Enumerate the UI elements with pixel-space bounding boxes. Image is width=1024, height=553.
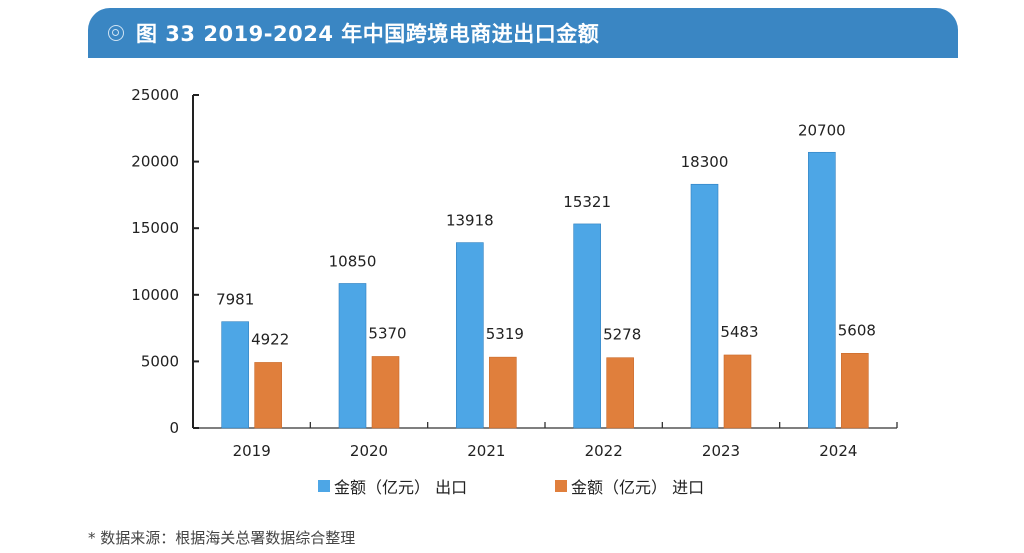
y-tick-label: 20000 [131,153,179,171]
bar-export-2021 [456,242,484,429]
bar-import-2021 [489,356,517,429]
bar-export-2019 [221,321,249,429]
figure-title-banner: 图 33 2019-2024 年中国跨境电商进出口金额 [88,8,958,58]
data-label-import-2024: 5608 [838,321,876,339]
figure-title: 图 33 2019-2024 年中国跨境电商进出口金额 [136,22,600,46]
data-label-export-2022: 15321 [563,193,611,211]
x-tick-label: 2023 [702,442,740,460]
data-label-import-2021: 5319 [486,325,524,343]
bar-export-2020 [338,283,367,429]
data-label-import-2019: 4922 [251,330,289,348]
x-tick-label: 2024 [819,442,857,460]
chart-labels: 7981 10850 13918 15321 18300 20700 4922 5370 531… [216,121,876,348]
legend-swatch-import [555,480,567,492]
bar-import-2023 [723,354,752,429]
data-label-export-2019: 7981 [216,291,254,309]
legend-item-import: 金额（亿元） 进口 [555,474,704,498]
x-tick-label: 2021 [467,442,505,460]
bar-export-2023 [690,183,719,429]
data-label-export-2024: 20700 [798,121,846,139]
bar-export-2022 [573,223,601,429]
data-label-export-2020: 10850 [329,252,377,270]
source-footnote: * 数据来源：根据海关总署数据综合整理 [88,529,356,547]
x-tick-label: 2020 [350,442,388,460]
bar-import-2022 [606,357,634,429]
circle-target-icon [108,25,124,41]
y-tick-label: 0 [169,419,179,437]
y-tick-label: 5000 [141,352,179,370]
bar-export-2024 [808,151,836,429]
bar-import-2019 [254,362,282,429]
chart-axes: 0 5000 10000 15000 20000 25000 2019 2020 2021 202… [131,86,898,460]
chart-bars [221,151,869,429]
bar-import-2024 [841,353,869,429]
legend-label-import: 金额（亿元） 进口 [571,478,705,497]
legend-item-export: 金额（亿元） 出口 [318,474,467,498]
legend-swatch-export [318,480,330,492]
x-tick-label: 2022 [585,442,623,460]
data-label-import-2022: 5278 [603,326,641,344]
y-tick-label: 10000 [131,286,179,304]
legend-label-export: 金额（亿元） 出口 [334,478,468,497]
data-label-import-2023: 5483 [720,323,758,341]
y-tick-label: 25000 [131,86,179,104]
y-tick-label: 15000 [131,219,179,237]
data-label-export-2021: 13918 [446,212,494,230]
bar-import-2020 [371,356,400,429]
chart-legend: 金额（亿元） 出口 金额（亿元） 进口 [0,474,1024,498]
data-label-export-2023: 18300 [681,153,729,171]
x-tick-label: 2019 [233,442,271,460]
data-label-import-2020: 5370 [368,324,406,342]
